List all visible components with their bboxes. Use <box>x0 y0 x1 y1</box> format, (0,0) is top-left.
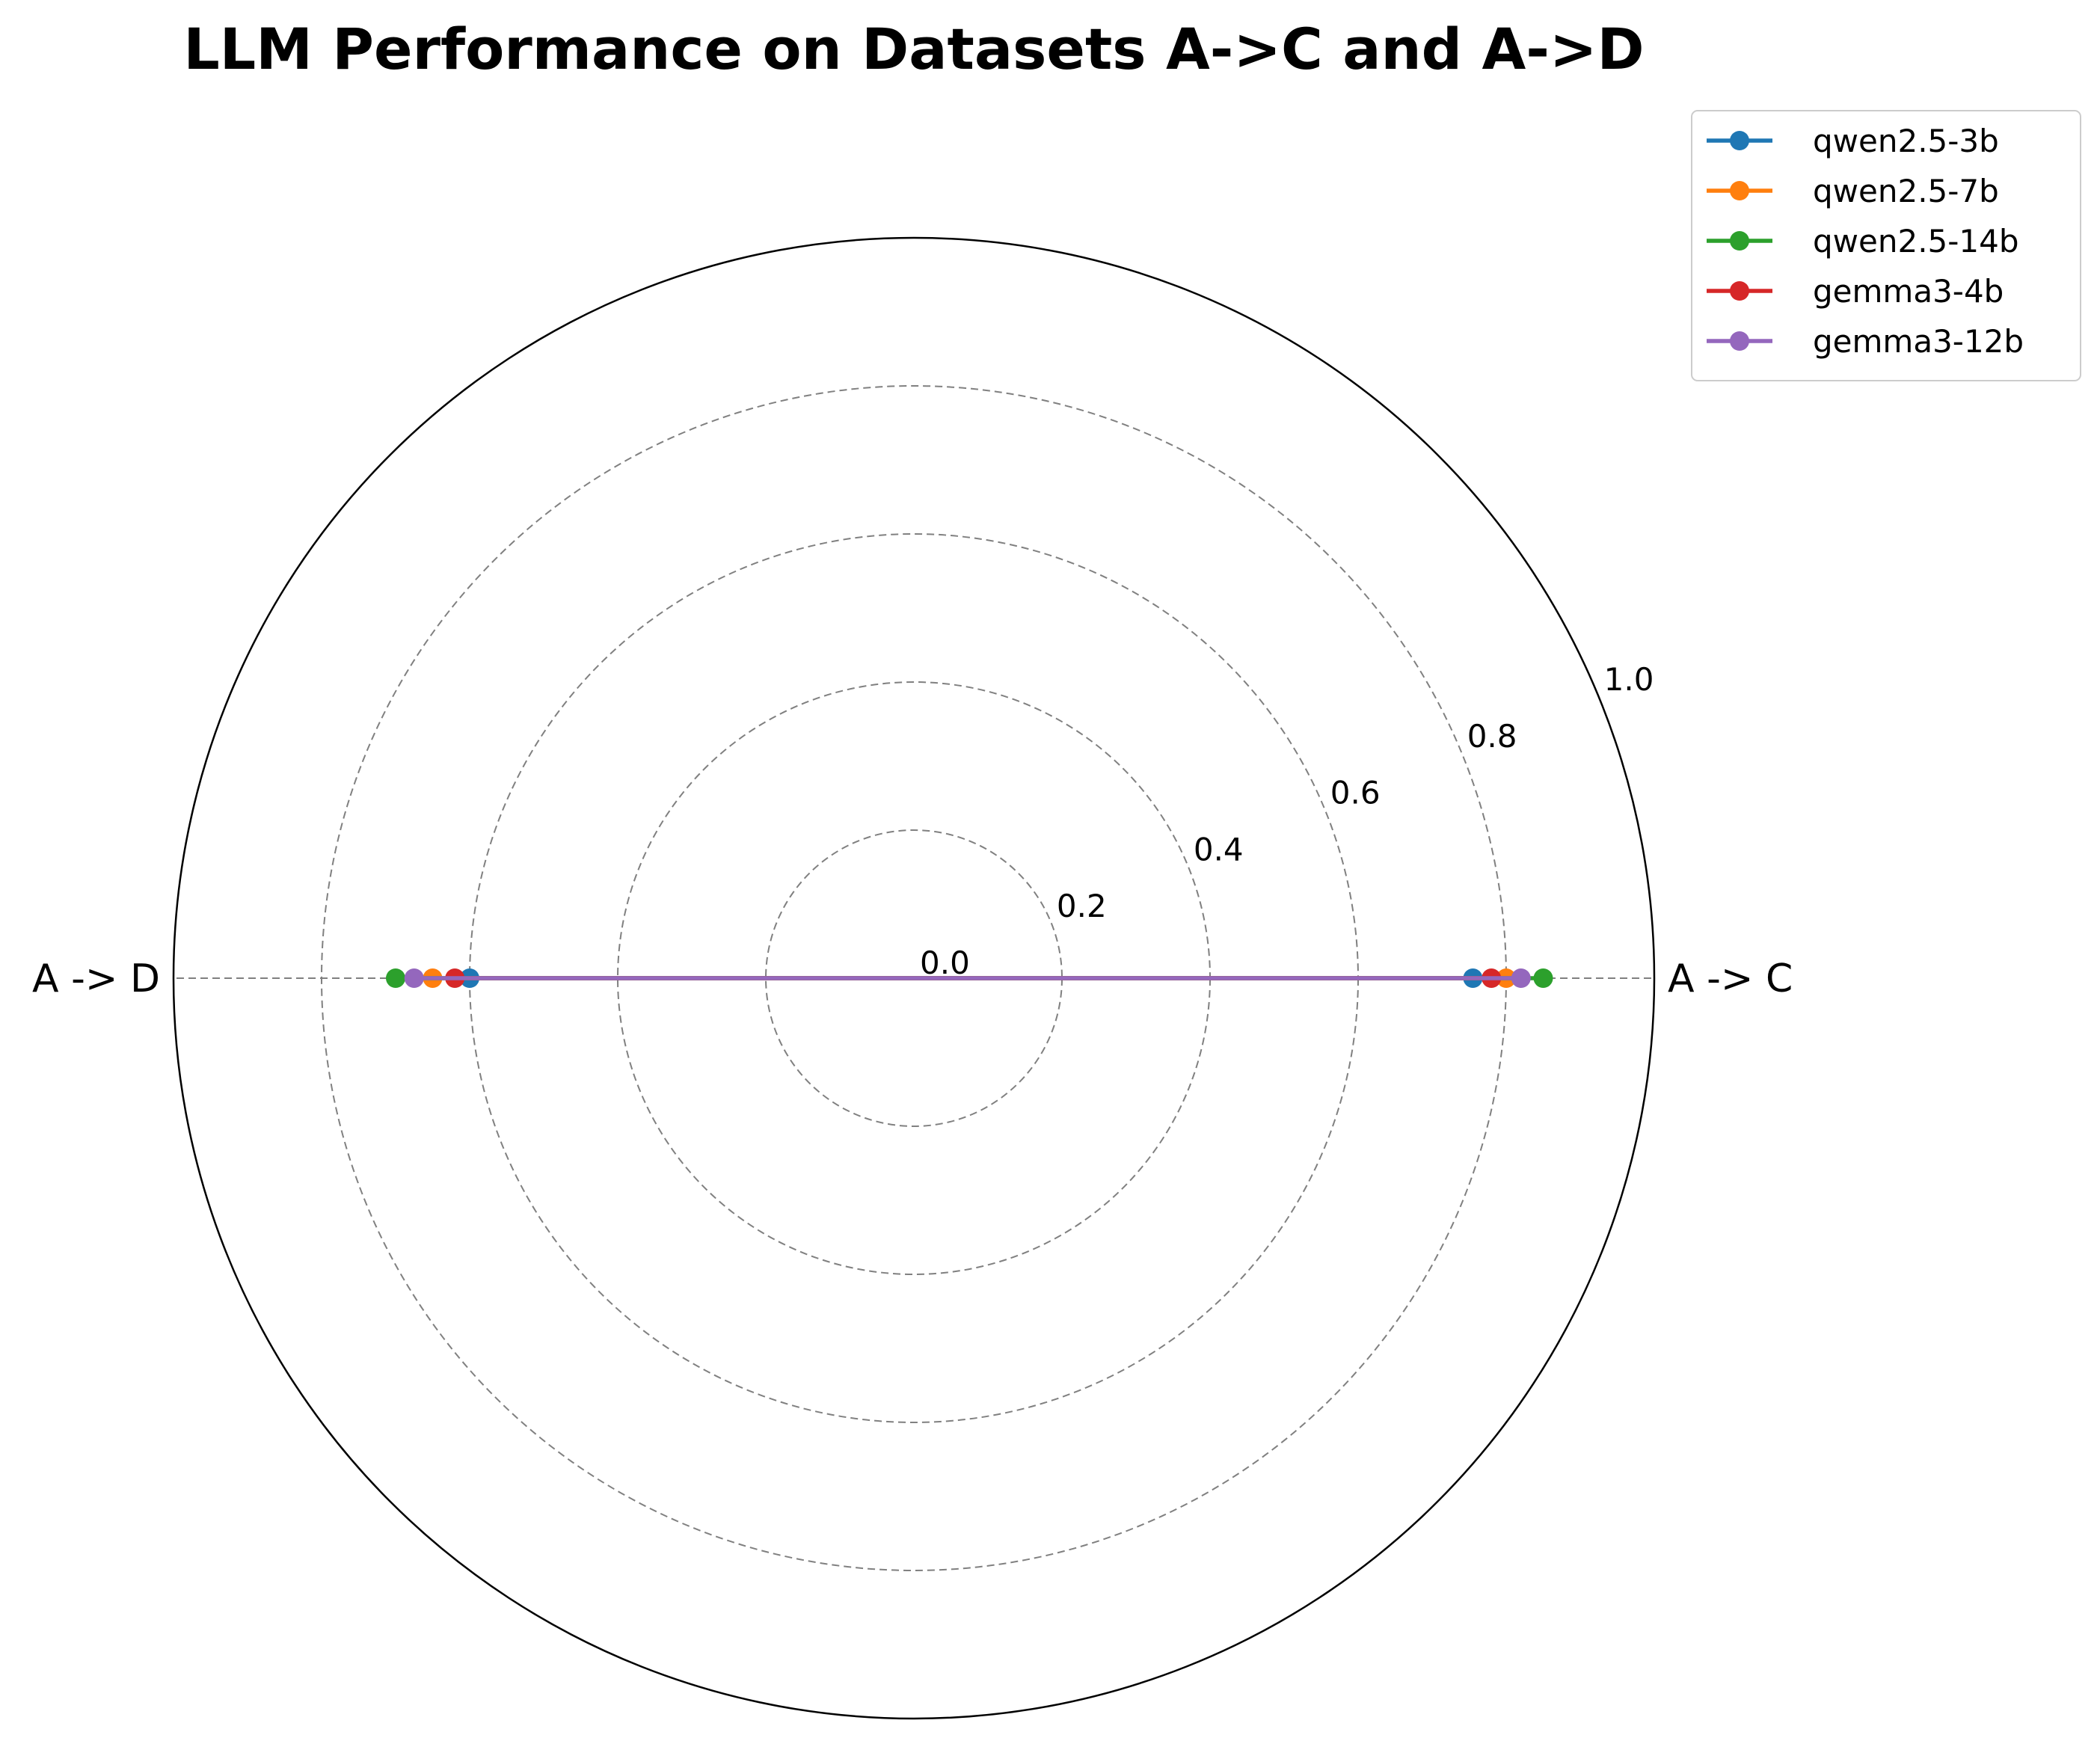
rtick-label-3: 0.6 <box>1330 775 1381 811</box>
category-label-0: A -> C <box>1668 956 1793 1001</box>
legend-label-qwen2.5-3b: qwen2.5-3b <box>1813 123 1999 159</box>
series-layer <box>386 968 1553 988</box>
data-point-qwen2.5-14b-1 <box>386 968 405 988</box>
rtick-label-0: 0.0 <box>920 945 970 981</box>
rtick-label-1: 0.2 <box>1057 888 1107 924</box>
legend-marker-gemma3-12b <box>1730 331 1749 351</box>
legend-marker-qwen2.5-14b <box>1730 231 1749 251</box>
axis-labels: A -> C A -> D <box>32 956 1793 1001</box>
legend-item-qwen2.5-3b: qwen2.5-3b <box>1707 123 1999 159</box>
legend-label-gemma3-12b: gemma3-12b <box>1813 323 2024 360</box>
data-point-gemma3-12b-0 <box>1511 968 1531 988</box>
chart-title: LLM Performance on Datasets A->C and A->… <box>183 16 1644 82</box>
legend-box <box>1691 110 2081 381</box>
legend-marker-gemma3-4b <box>1730 281 1749 301</box>
legend-label-gemma3-4b: gemma3-4b <box>1813 273 2004 310</box>
legend-marker-qwen2.5-7b <box>1730 181 1749 200</box>
outer-frame-circle <box>172 236 1656 1720</box>
legend-item-gemma3-4b: gemma3-4b <box>1707 273 2004 310</box>
rtick-label-5: 1.0 <box>1604 661 1654 698</box>
legend-label-qwen2.5-14b: qwen2.5-14b <box>1813 223 2019 260</box>
series-gemma3-12b <box>404 968 1531 988</box>
legend-item-gemma3-12b: gemma3-12b <box>1707 323 2024 360</box>
category-label-1: A -> D <box>32 956 160 1001</box>
legend: qwen2.5-3b qwen2.5-7b qwen2.5-14b gemma3-4b… <box>1691 110 2081 381</box>
data-point-gemma3-12b-1 <box>404 968 424 988</box>
rtick-label-2: 0.4 <box>1194 831 1244 868</box>
data-point-qwen2.5-14b-0 <box>1533 968 1553 988</box>
legend-label-qwen2.5-7b: qwen2.5-7b <box>1813 173 1999 209</box>
legend-marker-qwen2.5-3b <box>1730 131 1749 150</box>
legend-item-qwen2.5-14b: qwen2.5-14b <box>1707 223 2019 260</box>
rtick-label-4: 0.8 <box>1467 718 1517 755</box>
radial-tick-labels: 0.0 0.2 0.4 0.6 0.8 1.0 <box>920 661 1654 981</box>
legend-item-qwen2.5-7b: qwen2.5-7b <box>1707 173 1999 209</box>
